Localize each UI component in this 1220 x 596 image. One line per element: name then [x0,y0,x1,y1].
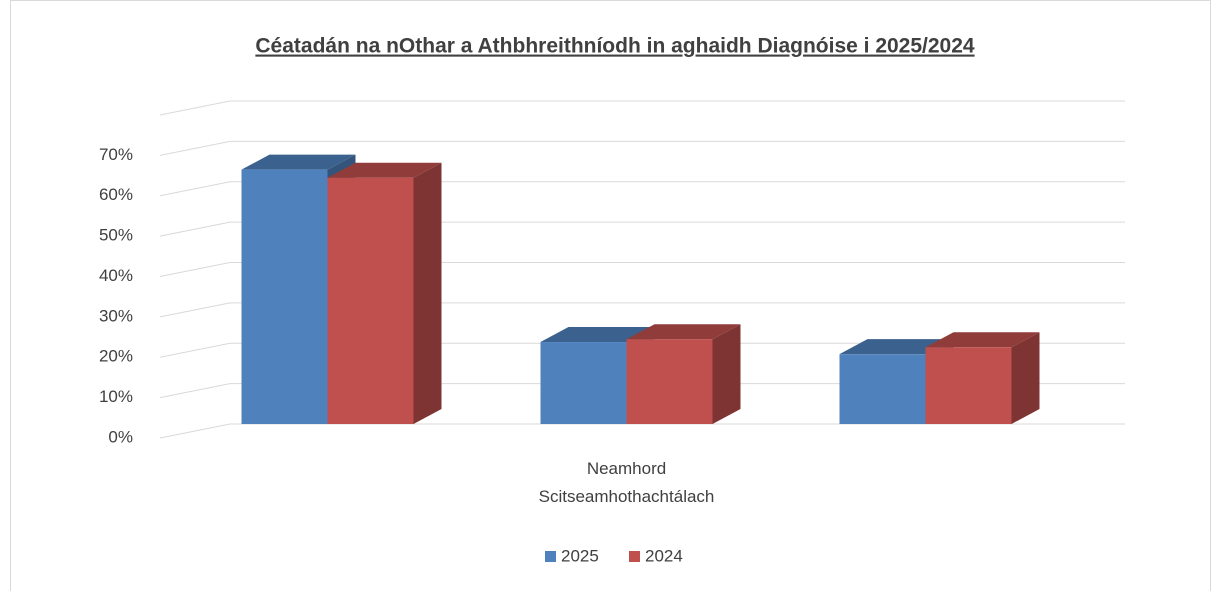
bar-top [327,162,442,178]
chart-frame [10,0,1211,596]
bar-front [839,354,926,424]
bar [626,324,741,424]
bar-front [241,169,328,424]
grid-line [159,140,1125,156]
grid-line [159,302,1125,318]
y-tick-label: 50% [99,226,133,245]
bar-front [925,347,1012,424]
legend-label: 2024 [645,546,683,565]
bar-top [540,327,655,343]
legend-swatch [545,551,556,562]
grid-line [159,262,1125,277]
bar-front [327,177,414,424]
bar-top [626,324,741,340]
y-tick-label: 60% [99,185,133,204]
grid-line [159,181,1125,197]
bar-side [413,162,442,424]
bar-side [1011,332,1040,424]
bar-front [626,339,713,424]
y-tick-label: 70% [99,145,133,164]
bar-side [712,324,741,424]
bar [327,162,442,424]
grid-line [159,383,1125,399]
grid-line [159,342,1125,358]
chart-title: Céatadán na nOthar a Athbhreithníodh in … [255,35,975,58]
legend-label: 2025 [561,546,599,565]
bar-top [839,339,954,355]
legend-swatch [629,551,640,562]
y-tick-label: 10% [99,387,133,406]
bar-front [540,342,627,424]
bar [925,332,1040,424]
grid-line [159,100,1125,116]
y-tick-label: 0% [108,427,133,446]
x-tick-label: Neamhord Scitseamhothachtálach [539,459,715,506]
grid-line [159,221,1125,237]
bar-top [241,154,356,170]
y-tick-label: 20% [99,347,133,366]
grid-line [159,423,1125,439]
y-tick-label: 40% [99,266,133,285]
y-tick-label: 30% [99,306,133,325]
bar-top [925,332,1040,348]
